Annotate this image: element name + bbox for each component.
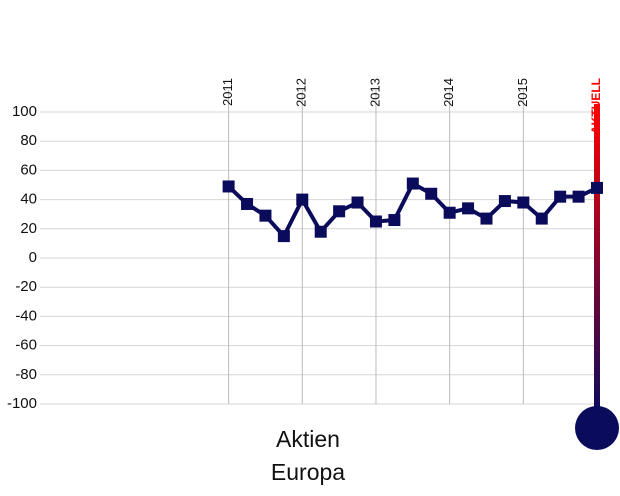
marker [462, 202, 475, 215]
marker [591, 181, 603, 194]
marker [425, 187, 438, 200]
y-tick-label: -40 [15, 307, 37, 324]
x-tick-label: 2011 [220, 78, 235, 106]
marker [277, 230, 290, 243]
y-tick-label: -20 [15, 278, 37, 295]
x-tick-label: 2012 [294, 78, 309, 107]
x-tick-label: 2014 [441, 78, 456, 107]
marker [535, 212, 548, 225]
label-line: Aktien [276, 426, 340, 452]
marker [222, 180, 235, 193]
y-tick-label: 100 [12, 103, 37, 120]
marker [259, 209, 272, 222]
marker [480, 212, 493, 225]
marker [517, 196, 530, 209]
plot [222, 177, 603, 243]
line [227, 181, 598, 239]
marker [351, 196, 364, 209]
y-tick-label: 80 [20, 132, 37, 149]
x-tick-label: 2013 [367, 78, 382, 107]
marker [406, 177, 419, 190]
marker [554, 190, 567, 203]
y-tick-label: -100 [7, 395, 37, 412]
marker [314, 225, 327, 238]
thermometer-bulb [575, 406, 619, 450]
label-line: Europa [271, 459, 345, 485]
thermometer-bar [594, 104, 600, 414]
grid: 100 80 60 40 20 0 -20 -40 -60 -80 -100 2011 2012 2013… [7, 78, 603, 412]
y-tick-label: -60 [15, 337, 37, 354]
marker [241, 197, 254, 210]
marker [369, 215, 382, 228]
y-tick-label: -80 [15, 366, 37, 383]
y-tick-label: 40 [20, 191, 37, 208]
marker [296, 193, 309, 206]
y-tick-label: 20 [20, 220, 37, 237]
marker [333, 205, 346, 218]
marker [498, 195, 511, 208]
x-tick-label: 2015 [515, 78, 530, 107]
y-tick-label: 60 [20, 161, 37, 178]
marker [572, 190, 585, 203]
marker [388, 214, 401, 227]
y-tick-label: 0 [29, 249, 37, 266]
marker [443, 206, 456, 219]
